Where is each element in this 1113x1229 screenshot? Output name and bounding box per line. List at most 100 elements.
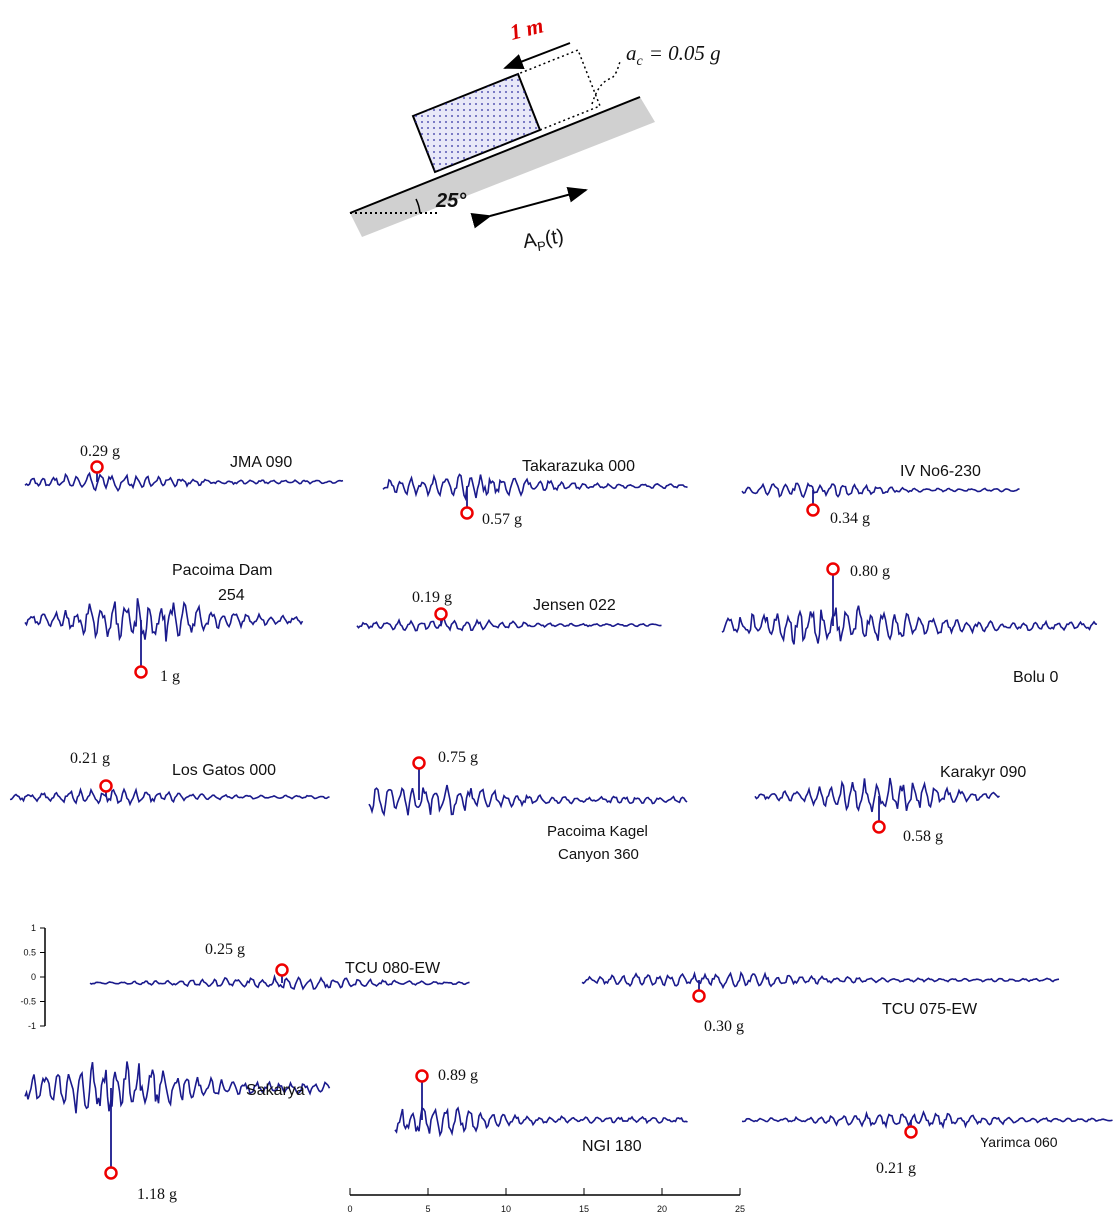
input-symbol: A: [522, 229, 539, 253]
peak-marker: [904, 1125, 918, 1139]
scale-axes: 1 0.5 0 -0.5 -1 0 5 10 15 20 25: [20, 923, 745, 1214]
peak-label: 0.57 g: [482, 511, 522, 528]
record-name: 254: [218, 587, 245, 604]
peak-label: 0.75 g: [438, 749, 478, 766]
peak-marker: [90, 460, 104, 474]
waveform: [741, 482, 1020, 499]
time-scale-label: 5: [425, 1204, 430, 1214]
waveform: [24, 1061, 331, 1114]
record-name: Yarimca 060: [980, 1134, 1058, 1150]
y-scale-label: 1: [31, 923, 36, 933]
ac-symbol: a: [626, 41, 637, 65]
block-fill: [413, 74, 540, 172]
peak-label: 0.29 g: [80, 443, 120, 460]
record: 1.18 g Sakarya: [24, 1061, 331, 1203]
record: 0.89 g NGI 180: [394, 1067, 688, 1155]
y-scale-label: -0.5: [20, 997, 36, 1007]
record-name: Canyon 360: [558, 846, 639, 863]
ac-value: = 0.05 g: [649, 41, 721, 65]
peak-label: 0.89 g: [438, 1067, 478, 1084]
record-name: TCU 075-EW: [882, 1001, 978, 1018]
time-scale-label: 10: [501, 1204, 511, 1214]
y-scale-label: 0: [31, 972, 36, 982]
time-scale-label: 25: [735, 1204, 745, 1214]
peak-marker: [460, 506, 474, 520]
record-name: JMA 090: [230, 454, 292, 471]
y-scale-label: -1: [28, 1021, 36, 1031]
waveform: [741, 1109, 1113, 1130]
record: 0.34 g IV No6-230: [741, 463, 1020, 527]
peak-label: 0.80 g: [850, 563, 890, 580]
waveform: [9, 786, 330, 807]
record-name: Sakarya: [246, 1082, 305, 1099]
records: 0.29 g JMA 090 0.57 g Takarazuka 000 0.34 g I…: [9, 443, 1113, 1203]
peak-label: 0.25 g: [205, 941, 245, 958]
record-name: Pacoima Dam: [172, 562, 272, 579]
leader: [591, 61, 621, 105]
record-name: TCU 080-EW: [345, 960, 441, 977]
peak-marker: [412, 756, 426, 770]
ac-subscript: c: [637, 54, 644, 69]
time-scale-label: 15: [579, 1204, 589, 1214]
record: 0.21 g Los Gatos 000: [9, 750, 330, 807]
input-arrow: [470, 186, 588, 229]
peak-label: 0.21 g: [70, 750, 110, 767]
record-name: Jensen 022: [533, 597, 616, 614]
slope-ground: [350, 97, 655, 237]
record-name: NGI 180: [582, 1138, 642, 1155]
peak-marker: [134, 665, 148, 679]
peak-marker: [692, 989, 706, 1003]
input-subscript: P: [536, 238, 547, 254]
waveform: [394, 1106, 688, 1138]
peak-label: 0.34 g: [830, 510, 870, 527]
peak-marker: [434, 607, 448, 621]
displacement-label: 1 m: [507, 12, 546, 44]
record-name: Bolu 0: [1013, 669, 1058, 686]
displacement-arrow: [503, 42, 571, 70]
time-scale-label: 0: [347, 1204, 352, 1214]
record-name: Los Gatos 000: [172, 762, 276, 779]
peak-label: 1.18 g: [137, 1186, 177, 1203]
input-label: AP(t): [522, 225, 566, 255]
y-scale-label: 0.5: [23, 948, 36, 958]
peak-marker: [872, 820, 886, 834]
record-name: Karakyr 090: [940, 764, 1026, 781]
record-name: Pacoima Kagel: [547, 823, 648, 840]
sliding-block-diagram: 1 m ac = 0.05 g 25° AP(t): [349, 12, 721, 255]
waveform: [368, 784, 688, 817]
record: 0.29 g JMA 090: [24, 443, 344, 493]
waveform: [754, 777, 1000, 813]
peak-marker: [415, 1069, 429, 1083]
peak-marker: [806, 503, 820, 517]
peak-label: 0.30 g: [704, 1018, 744, 1035]
record: 0.58 g Karakyr 090: [754, 764, 1026, 845]
peak-label: 1 g: [160, 668, 180, 685]
waveform: [382, 473, 688, 502]
peak-marker: [275, 963, 289, 977]
waveform: [721, 605, 1098, 645]
record-name: Takarazuka 000: [522, 458, 635, 475]
record: 0.75 g Pacoima Kagel Canyon 360: [368, 749, 688, 863]
waveform: [581, 970, 1060, 990]
peak-marker: [104, 1166, 118, 1180]
record: 0.57 g Takarazuka 000: [382, 458, 688, 528]
angle-label: 25°: [435, 190, 467, 212]
waveform: [24, 471, 344, 493]
record: 0.21 g Yarimca 060: [741, 1109, 1113, 1177]
record: 0.19 g Jensen 022: [356, 589, 662, 632]
peak-label: 0.19 g: [412, 589, 452, 606]
angle-arc: [415, 198, 421, 214]
time-scale-label: 20: [657, 1204, 667, 1214]
peak-label: 0.21 g: [876, 1160, 916, 1177]
waveform: [89, 973, 470, 991]
peak-marker: [99, 779, 113, 793]
waveform: [356, 617, 662, 632]
record: 0.30 g TCU 075-EW: [581, 970, 1060, 1035]
record: 0.80 g Bolu 0: [721, 562, 1098, 686]
ac-label: ac = 0.05 g: [626, 41, 721, 69]
slope-line: [349, 96, 641, 214]
record-name: IV No6-230: [900, 463, 981, 480]
peak-marker: [826, 562, 840, 576]
record: 1 g Pacoima Dam 254: [24, 562, 304, 685]
